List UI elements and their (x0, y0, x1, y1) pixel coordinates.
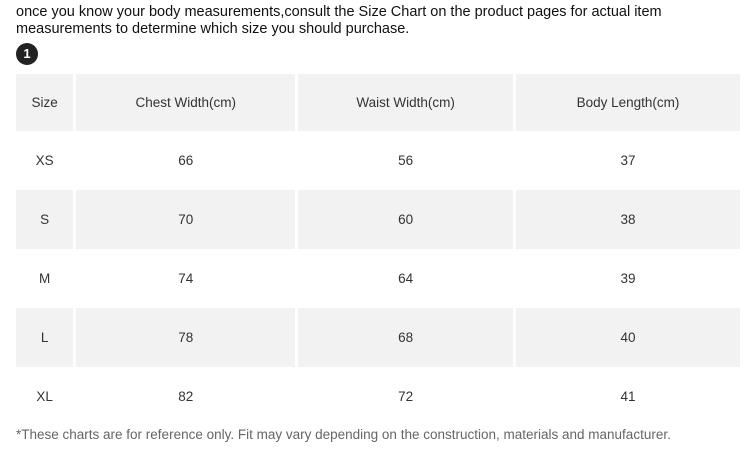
cell-waist-width: 56 (298, 131, 513, 190)
cell-chest-width: 74 (76, 249, 296, 308)
cell-body-length: 41 (515, 367, 740, 426)
cell-body-length: 38 (515, 190, 740, 249)
cell-size: XL (16, 367, 74, 426)
cell-size: M (16, 249, 74, 308)
intro-text: once you know your body measurements,con… (16, 4, 662, 37)
reference-footnote: *These charts are for reference only. Fi… (16, 427, 671, 442)
header-size: Size (16, 74, 74, 131)
cell-body-length: 40 (515, 308, 740, 367)
cell-waist-width: 68 (298, 308, 513, 367)
cell-waist-width: 72 (298, 367, 513, 426)
table-row: L 78 68 40 (16, 308, 740, 367)
table-row: XS 66 56 37 (16, 131, 740, 190)
header-waist-width: Waist Width(cm) (298, 74, 513, 131)
step-number-badge: 1 (16, 43, 38, 65)
cell-body-length: 39 (515, 249, 740, 308)
cell-waist-width: 60 (298, 190, 513, 249)
cell-chest-width: 66 (76, 131, 296, 190)
cell-size: L (16, 308, 74, 367)
cell-chest-width: 82 (76, 367, 296, 426)
table-row: XL 82 72 41 (16, 367, 740, 426)
cell-size: S (16, 190, 74, 249)
cell-chest-width: 70 (76, 190, 296, 249)
table-row: S 70 60 38 (16, 190, 740, 249)
header-chest-width: Chest Width(cm) (76, 74, 296, 131)
cell-body-length: 37 (515, 131, 740, 190)
cell-waist-width: 64 (298, 249, 513, 308)
header-body-length: Body Length(cm) (515, 74, 740, 131)
size-chart-table: Size Chest Width(cm) Waist Width(cm) Bod… (13, 74, 743, 426)
table-row: M 74 64 39 (16, 249, 740, 308)
cell-size: XS (16, 131, 74, 190)
cell-chest-width: 78 (76, 308, 296, 367)
table-header-row: Size Chest Width(cm) Waist Width(cm) Bod… (16, 74, 740, 131)
